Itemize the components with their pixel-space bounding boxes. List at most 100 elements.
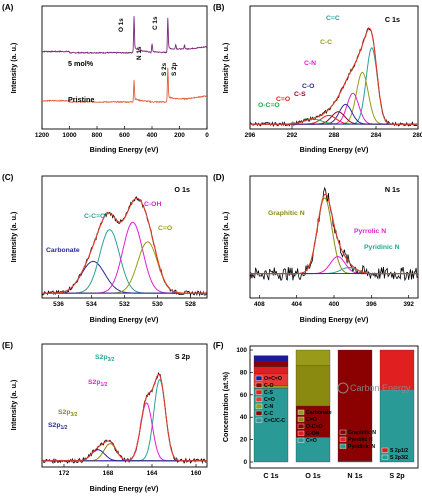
legend-swatch <box>339 429 347 435</box>
panel-b-plot <box>249 27 418 127</box>
panel-c-xticks: 536 534 532 530 528 <box>53 295 196 308</box>
peak-annotation: C=O <box>276 96 290 103</box>
stacked-bar-segment <box>295 349 331 366</box>
panel-f-bars <box>253 349 415 463</box>
panel-d: (D) Intensity (a. u.) Binding Energy (eV… <box>213 173 419 324</box>
fit-component-line <box>42 221 207 294</box>
panel-b: (B) Intensity (a. u.) Binding Energy (eV… <box>213 3 422 154</box>
x-tick-label: 296 <box>245 132 256 139</box>
envelope-fit-line <box>42 373 207 462</box>
legend-swatch <box>255 417 263 423</box>
legend-swatch <box>297 430 305 436</box>
panel-d-frame <box>249 175 419 299</box>
panel-f-ylabel: Concentration (at.%) <box>221 371 230 442</box>
panel-c-plot <box>41 196 208 297</box>
legend-entry: C=O <box>306 417 317 423</box>
legend-entry: Carbonate <box>306 410 332 416</box>
panel-a-series-5mol <box>42 16 208 54</box>
legend-entry: S 2p1/2 <box>390 448 408 454</box>
legend-entry: C=C/C-C <box>264 418 285 424</box>
peak-annotation: Pyridinic N <box>364 244 400 251</box>
x-tick-label: 280 <box>413 132 422 139</box>
peak-annotation: C-C <box>320 39 332 46</box>
peak-annotation: C-C=O <box>84 213 105 220</box>
x-tick-label: 172 <box>59 470 70 477</box>
legend-swatch <box>339 436 347 442</box>
panel-c: (C) Intensity (a. u.) Binding Energy (eV… <box>2 173 208 324</box>
x-tick-label: 528 <box>185 301 196 308</box>
watermark-text: Carbon Energy <box>350 383 411 393</box>
x-tick-label: 536 <box>53 301 64 308</box>
panel-d-title: N 1s <box>385 185 400 194</box>
panel-c-frame <box>41 175 208 299</box>
panel-f: (F) Concentration (at.%) 0 20 40 60 80 100 C … <box>213 341 419 480</box>
panel-a-s2s-label: S 2s <box>161 62 168 76</box>
x-tick-label: 408 <box>254 301 265 308</box>
panel-c-xlabel: Binding Energy (eV) <box>90 315 159 324</box>
peak-annotation: Carbonate <box>46 247 80 254</box>
x-tick-label: 800 <box>92 132 103 139</box>
envelope-fit-line <box>250 193 418 275</box>
panel-d-annotations: Graphitic N Pyrrolic N Pyridinic N <box>268 210 400 251</box>
x-tick-label: 534 <box>86 301 97 308</box>
panel-a-series-pristine <box>41 67 207 104</box>
panel-a-series-5mol-label: 5 mol% <box>68 59 94 68</box>
panel-e-xlabel: Binding Energy (eV) <box>90 484 159 493</box>
watermark-icon <box>337 382 349 394</box>
panel-d-ylabel: Intensity (a. u.) <box>221 211 230 262</box>
panel-d-plot <box>249 186 418 282</box>
envelope-fit-line <box>250 27 418 125</box>
x-tick-label: 404 <box>291 301 302 308</box>
legend-swatch <box>255 389 263 395</box>
panel-e-xticks: 172 168 164 160 <box>59 464 202 477</box>
panel-e-title: S 2p <box>175 352 191 361</box>
x-tick-label: 400 <box>147 132 158 139</box>
x-tick-label: 1000 <box>62 132 77 139</box>
raw-data-line <box>249 27 418 127</box>
panel-e-ann-s2p32-minor: S2p3/2 <box>58 409 78 418</box>
category-label: O 1s <box>305 471 321 480</box>
peak-annotation: C-N <box>304 60 316 67</box>
x-tick-label: 392 <box>403 301 414 308</box>
panel-c-title: O 1s <box>174 185 190 194</box>
x-tick-label: 1200 <box>35 132 50 139</box>
panel-d-xlabel: Binding Energy (eV) <box>300 315 369 324</box>
stacked-bar-segment <box>253 361 289 367</box>
panel-f-legends: O=C=OC-OC-SC=OC-NC-CC=C/C-CCarbonateC=OO… <box>255 375 408 461</box>
fit-component-line <box>42 229 207 294</box>
legend-swatch <box>255 382 263 388</box>
legend-swatch <box>381 447 389 453</box>
panel-b-xlabel: Binding Energy (eV) <box>300 145 369 154</box>
panel-f-frame <box>249 345 419 469</box>
fit-component-line <box>250 255 418 275</box>
x-tick-label: 288 <box>329 132 340 139</box>
y-tick-label: 80 <box>240 369 248 376</box>
panel-e-frame <box>41 343 208 468</box>
legend-swatch <box>381 454 389 460</box>
legend-swatch <box>297 416 305 422</box>
panel-d-label: (D) <box>213 173 225 182</box>
panel-e-label: (E) <box>2 341 13 350</box>
panel-c-label: (C) <box>2 173 14 182</box>
stacked-bar-segment <box>337 349 373 462</box>
y-tick-label: 100 <box>236 347 247 354</box>
panel-a-xlabel: Binding Energy (eV) <box>90 145 159 154</box>
panel-e-ylabel: Intensity (a. u.) <box>9 379 18 430</box>
panel-c-annotations: C-C=O C-OH C=O Carbonate <box>46 201 172 254</box>
stacked-bar-segment <box>379 349 415 390</box>
peak-annotation: Graphitic N <box>268 210 305 217</box>
panel-e-plot <box>41 372 207 465</box>
x-tick-label: 284 <box>371 132 382 139</box>
legend-swatch <box>255 403 263 409</box>
legend-entry: C-OH <box>306 431 320 437</box>
peak-annotation: O-C=O <box>258 102 280 109</box>
panel-a-ylabel: Intensity (a. u.) <box>9 42 18 93</box>
panel-a-s2p-label: S 2p <box>171 62 178 76</box>
stacked-bar-segment <box>295 365 331 407</box>
fit-component-line <box>250 47 418 125</box>
x-tick-label: 532 <box>119 301 130 308</box>
panel-f-yticks: 0 20 40 60 80 100 <box>236 347 253 466</box>
raw-data-line <box>249 186 418 282</box>
legend-swatch <box>297 409 305 415</box>
